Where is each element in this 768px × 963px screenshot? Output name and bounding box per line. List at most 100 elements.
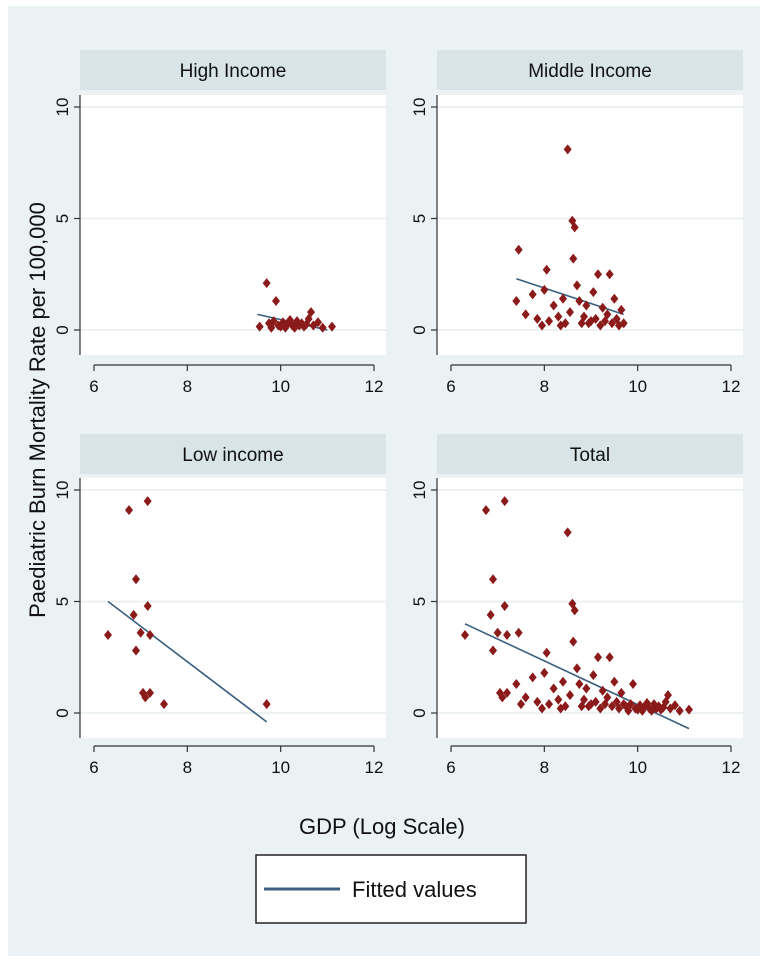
y-tick-label: 5 (53, 214, 72, 223)
data-point (486, 609, 495, 620)
data-point (629, 679, 637, 690)
legend: Fitted values (255, 854, 527, 924)
data-point (160, 699, 168, 710)
data-point (598, 302, 607, 313)
y-tick-label: 10 (410, 481, 429, 500)
y-tick-label: 10 (53, 481, 72, 500)
y-tick-label: 0 (410, 708, 429, 717)
data-point (559, 676, 567, 687)
panel-middle-income: Middle Income 0 5 10 6 8 10 12 (410, 50, 743, 396)
data-point (262, 699, 271, 710)
data-point (596, 703, 605, 714)
x-tick-label: 10 (271, 758, 290, 777)
data-point (598, 685, 607, 696)
data-point (575, 296, 584, 307)
data-point (608, 701, 616, 712)
panel-high-income: High Income 0 5 10 6 8 10 12 (53, 50, 386, 396)
data-point (500, 600, 509, 611)
x-tick-label: 6 (89, 377, 98, 396)
data-point (573, 280, 581, 291)
data-point (328, 321, 336, 332)
data-point (594, 652, 602, 663)
data-point (549, 300, 558, 311)
data-point (146, 629, 154, 640)
data-point (503, 687, 511, 698)
data-point (521, 309, 530, 320)
y-tick-label: 5 (410, 214, 429, 223)
x-tick-label: 8 (183, 377, 192, 396)
x-tick-label: 12 (722, 377, 741, 396)
data-point (489, 645, 497, 656)
data-point (514, 627, 523, 638)
data-point (104, 629, 112, 640)
y-tick-label: 0 (53, 708, 72, 717)
data-point (615, 703, 623, 714)
fitted-line (107, 600, 268, 723)
data-point (619, 318, 628, 329)
data-point (307, 307, 315, 318)
data-point (314, 317, 322, 328)
data-point (561, 318, 570, 329)
data-point (517, 699, 525, 710)
panel-header (437, 434, 743, 474)
data-point (561, 701, 570, 712)
panel-low-income: Low income 0 5 10 6 8 10 12 (53, 434, 386, 777)
data-point (255, 321, 264, 332)
data-point (608, 318, 616, 329)
x-tick-label: 10 (628, 377, 647, 396)
data-point (617, 687, 626, 698)
panel-title: Middle Income (528, 61, 652, 82)
data-point (538, 703, 546, 714)
data-point (545, 699, 553, 710)
plot-area (80, 478, 386, 738)
data-point (512, 296, 521, 307)
data-point (533, 696, 542, 707)
data-point (512, 679, 521, 690)
data-point (569, 636, 578, 647)
x-tick-label: 10 (271, 377, 290, 396)
data-point (143, 496, 152, 507)
panel-header (80, 50, 386, 90)
data-point (617, 304, 626, 315)
data-point (559, 293, 567, 304)
data-point (569, 253, 578, 264)
data-point (272, 296, 280, 307)
data-point (664, 690, 672, 701)
data-point (580, 311, 588, 322)
x-tick-label: 6 (89, 758, 98, 777)
panel-total: Total 0 5 10 6 8 10 12 (410, 434, 743, 777)
data-point (129, 609, 138, 620)
data-point (493, 627, 502, 638)
data-point (575, 679, 584, 690)
panel-header (80, 434, 386, 474)
data-point (549, 683, 558, 694)
data-point (141, 692, 150, 703)
x-tick-label: 8 (540, 377, 549, 396)
data-point (563, 144, 572, 155)
data-point (125, 505, 133, 516)
y-tick-label: 10 (410, 98, 429, 117)
data-point (540, 667, 549, 678)
y-tick-label: 0 (410, 325, 429, 334)
data-point (675, 705, 684, 716)
y-tick-label: 5 (53, 597, 72, 606)
data-point (591, 313, 600, 324)
data-point (318, 322, 327, 333)
data-point (610, 676, 619, 687)
data-point (262, 278, 271, 289)
data-point (580, 694, 588, 705)
data-point (533, 313, 542, 324)
data-point (591, 696, 600, 707)
data-point (603, 692, 612, 703)
data-point (570, 605, 579, 616)
data-point (528, 289, 537, 300)
data-point (570, 222, 579, 233)
plot-area (437, 478, 743, 738)
data-point (596, 320, 605, 331)
data-point (514, 244, 523, 255)
x-tick-label: 12 (365, 377, 384, 396)
y-tick-label: 0 (53, 325, 72, 334)
panel-title: Low income (182, 445, 283, 466)
data-point (498, 692, 507, 703)
